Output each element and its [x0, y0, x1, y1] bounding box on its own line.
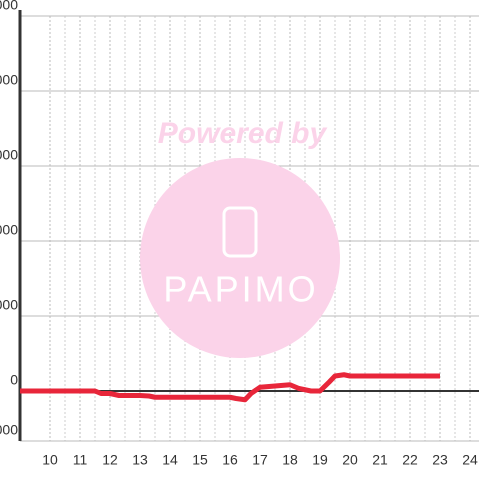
x-tick-label: 20 — [342, 452, 358, 468]
x-tick-label: 19 — [312, 452, 328, 468]
y-tick-label: 150,000 — [0, 0, 18, 13]
watermark-circle — [140, 158, 340, 358]
y-tick-label: 90,000 — [0, 147, 18, 163]
y-tick-label: 0 — [10, 372, 18, 388]
y-tick-label: -20,000 — [0, 422, 18, 438]
y-tick-label: 120,000 — [0, 72, 18, 88]
watermark-text: Powered by — [158, 117, 328, 150]
x-tick-label: 18 — [282, 452, 298, 468]
x-tick-label: 15 — [192, 452, 208, 468]
y-tick-label: 30,000 — [0, 297, 18, 313]
watermark-logo: PAPIMO — [163, 269, 318, 310]
x-tick-label: 13 — [132, 452, 148, 468]
x-tick-label: 16 — [222, 452, 238, 468]
x-tick-label: 22 — [402, 452, 418, 468]
phone-icon — [222, 206, 258, 258]
watermark: Powered by PAPIMO — [140, 117, 340, 358]
x-tick-label: 23 — [432, 452, 448, 468]
x-tick-label: 21 — [372, 452, 388, 468]
x-tick-label: 10 — [42, 452, 58, 468]
x-tick-label: 17 — [252, 452, 268, 468]
x-tick-label: 24 — [462, 452, 478, 468]
x-tick-label: 14 — [162, 452, 178, 468]
x-tick-label: 11 — [73, 452, 88, 468]
data-line — [20, 372, 440, 403]
y-tick-label: 60,000 — [0, 222, 18, 238]
x-tick-label: 12 — [102, 452, 118, 468]
